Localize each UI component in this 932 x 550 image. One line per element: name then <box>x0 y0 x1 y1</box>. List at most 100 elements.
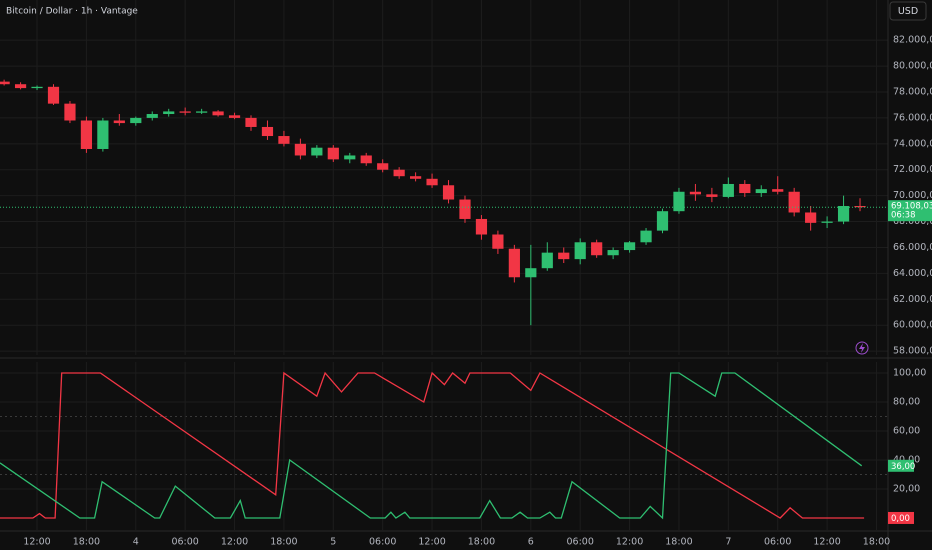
alert-icon-bolt <box>859 343 865 353</box>
candle-body <box>854 206 866 208</box>
last-price-label: 69.108,03 <box>891 202 932 212</box>
y-tick-label: 80,00 <box>893 397 920 408</box>
chart-title: Bitcoin / Dollar · 1h · Vantage <box>6 7 138 17</box>
candle-body <box>442 185 455 200</box>
candle-body <box>755 189 767 194</box>
candle-body <box>80 120 93 149</box>
candle-body <box>837 206 850 222</box>
candle-body <box>196 111 208 113</box>
countdown-label: 06:38 <box>891 211 916 221</box>
candle-body <box>278 136 290 144</box>
candle-body <box>821 221 833 223</box>
candle-body <box>311 147 323 156</box>
y-tick-label: 60.000,00 <box>893 320 932 331</box>
y-tick-label: 76.000,00 <box>893 112 932 123</box>
candle-body <box>541 252 553 269</box>
candle-body <box>623 242 636 251</box>
y-tick-label: 66.000,00 <box>893 242 932 253</box>
x-tick-label: 4 <box>133 537 139 548</box>
x-tick-label: 18:00 <box>863 537 890 548</box>
x-tick-label: 7 <box>725 537 731 548</box>
candle-body <box>475 218 488 235</box>
candle-body <box>14 84 27 89</box>
candle-body <box>294 143 306 156</box>
x-tick-label: 06:00 <box>369 537 396 548</box>
x-tick-label: 18:00 <box>270 537 297 548</box>
y-tick-label: 74.000,00 <box>893 138 932 149</box>
y-tick-label: 68.000,00 <box>893 216 932 227</box>
candle-body <box>805 212 817 223</box>
y-tick-label: 78.000,00 <box>893 86 932 97</box>
end-value-tag <box>888 459 914 472</box>
candle-body <box>130 117 142 124</box>
candle-body <box>327 147 339 160</box>
candle-body <box>377 163 389 170</box>
x-tick-label: 18:00 <box>73 537 100 548</box>
y-tick-label: 80.000,00 <box>893 61 932 72</box>
candle-body <box>525 268 537 278</box>
candle-body <box>591 242 603 256</box>
candle-body <box>788 191 800 213</box>
currency-button[interactable] <box>889 1 927 21</box>
candle-body <box>113 120 125 124</box>
y-tick-label: 70.000,00 <box>893 190 932 201</box>
candle-body <box>97 120 109 149</box>
alert-icon[interactable] <box>855 341 869 355</box>
x-tick-label: 18:00 <box>665 537 692 548</box>
candle-body <box>393 169 405 177</box>
indicator-line <box>0 372 863 520</box>
candle-body <box>360 155 372 164</box>
indicator-line <box>0 371 865 519</box>
candle-body <box>739 183 751 194</box>
candle-body <box>344 155 356 160</box>
candle-body <box>459 199 471 219</box>
x-tick-label: 6 <box>528 537 534 548</box>
candle-body <box>261 126 274 137</box>
x-tick-label: 5 <box>330 537 336 548</box>
candle-body <box>228 115 241 118</box>
candle-body <box>163 111 175 115</box>
y-tick-label: 100,00 <box>893 368 926 379</box>
last-price-tag <box>888 200 932 222</box>
y-tick-label: 62.000,00 <box>893 294 932 305</box>
y-tick-label: 20,00 <box>893 483 920 494</box>
candle-body <box>426 178 438 186</box>
candle-body <box>31 86 43 89</box>
x-tick-label: 12:00 <box>616 537 643 548</box>
candle-body <box>410 176 422 179</box>
candle-body <box>47 86 60 104</box>
x-tick-label: 06:00 <box>567 537 594 548</box>
candle-body <box>492 234 504 249</box>
currency-label[interactable]: USD <box>898 6 918 17</box>
y-tick-label: 82.000,00 <box>893 35 932 46</box>
candle-body <box>640 230 652 243</box>
y-tick-label: 58.000,00 <box>893 346 932 357</box>
y-tick-label: 60,00 <box>893 425 920 436</box>
candle-body <box>0 81 10 85</box>
x-tick-label: 12:00 <box>23 537 50 548</box>
x-tick-label: 06:00 <box>171 537 198 548</box>
y-tick-label: 72.000,00 <box>893 164 932 175</box>
x-tick-label: 12:00 <box>418 537 445 548</box>
candle-body <box>146 114 158 118</box>
y-tick-label: 64.000,00 <box>893 268 932 279</box>
end-value-label: 0,00 <box>891 514 910 524</box>
x-tick-label: 12:00 <box>813 537 840 548</box>
candle-body <box>607 250 619 256</box>
candle-body <box>179 111 191 113</box>
candle-body <box>689 191 702 195</box>
candle-body <box>245 117 257 127</box>
candle-body <box>706 194 718 197</box>
candle-body <box>673 191 685 212</box>
candle-body <box>508 248 520 278</box>
candle-body <box>656 211 669 231</box>
end-value-label: 36,00 <box>891 462 915 472</box>
candle-body <box>212 111 224 116</box>
candle-body <box>722 183 734 197</box>
x-tick-label: 06:00 <box>764 537 791 548</box>
x-tick-label: 18:00 <box>468 537 495 548</box>
x-tick-label: 12:00 <box>221 537 248 548</box>
